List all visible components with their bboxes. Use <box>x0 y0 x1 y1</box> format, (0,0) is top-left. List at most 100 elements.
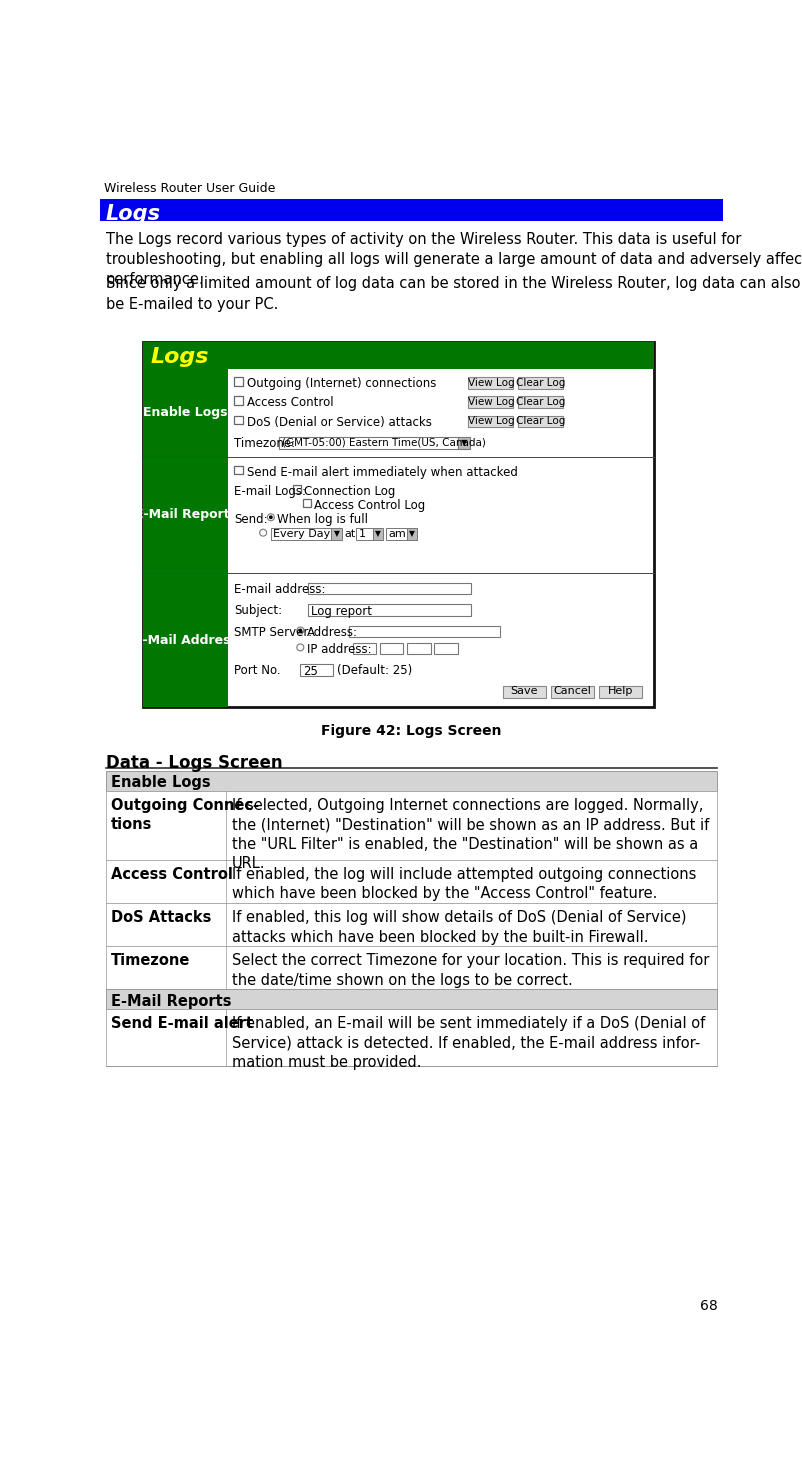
Text: Subject:: Subject: <box>234 605 282 617</box>
Text: Connection Log: Connection Log <box>304 484 395 498</box>
Text: Access Control Log: Access Control Log <box>314 499 425 512</box>
Text: E-mail address:: E-mail address: <box>234 583 326 596</box>
Text: ▼: ▼ <box>408 528 415 537</box>
Bar <box>308 583 470 595</box>
Bar <box>302 499 311 508</box>
Bar <box>468 377 512 389</box>
Text: Send E-mail alert immediately when attacked: Send E-mail alert immediately when attac… <box>246 465 517 479</box>
Bar <box>106 1010 716 1066</box>
Bar <box>355 528 373 540</box>
Bar <box>270 528 331 540</box>
Bar <box>106 947 716 989</box>
Text: SMTP Server:: SMTP Server: <box>234 625 312 639</box>
Circle shape <box>267 514 274 521</box>
Text: ▼: ▼ <box>334 528 339 537</box>
Text: Every Day: Every Day <box>273 528 330 539</box>
Text: 68: 68 <box>699 1299 716 1312</box>
Bar <box>503 686 545 699</box>
Bar <box>349 625 500 637</box>
Text: Access Control: Access Control <box>111 866 233 882</box>
Text: View Log: View Log <box>467 396 513 407</box>
Text: Select the correct Timezone for your location. This is required for
the date/tim: Select the correct Timezone for your loc… <box>232 953 709 988</box>
Bar <box>143 368 228 708</box>
Text: Clear Log: Clear Log <box>515 396 565 407</box>
Bar <box>407 643 430 655</box>
Text: Log report: Log report <box>311 605 371 618</box>
Bar <box>234 377 243 386</box>
Text: Timezone: Timezone <box>111 953 190 967</box>
Text: IP address:: IP address: <box>306 643 371 656</box>
Circle shape <box>297 627 303 634</box>
Text: Outgoing Connec-
tions: Outgoing Connec- tions <box>111 797 259 832</box>
Bar <box>106 860 716 903</box>
Text: Clear Log: Clear Log <box>515 377 565 388</box>
Bar <box>331 528 342 540</box>
Bar <box>143 342 654 368</box>
Text: Address:: Address: <box>306 625 357 639</box>
Circle shape <box>297 644 303 650</box>
Bar <box>100 200 722 220</box>
Text: Help: Help <box>607 687 632 696</box>
Text: 25: 25 <box>302 665 317 678</box>
Text: Send E-mail alert: Send E-mail alert <box>111 1016 253 1031</box>
Text: Cancel: Cancel <box>553 687 590 696</box>
Text: If enabled, an E-mail will be sent immediately if a DoS (Denial of
Service) atta: If enabled, an E-mail will be sent immed… <box>232 1016 704 1070</box>
Text: Figure 42: Logs Screen: Figure 42: Logs Screen <box>321 724 500 738</box>
Bar <box>517 377 562 389</box>
Text: Send:: Send: <box>234 512 268 526</box>
Bar <box>551 686 593 699</box>
Text: E-mail Logs:: E-mail Logs: <box>234 484 306 498</box>
Bar <box>407 528 417 540</box>
Text: at: at <box>344 528 355 539</box>
Text: Enable Logs: Enable Logs <box>144 407 228 420</box>
Text: Access Control: Access Control <box>246 396 333 410</box>
Text: ▼: ▼ <box>375 528 380 537</box>
Bar <box>385 528 407 540</box>
Circle shape <box>269 515 273 520</box>
Text: The Logs record various types of activity on the Wireless Router. This data is u: The Logs record various types of activit… <box>106 232 802 288</box>
Bar <box>517 415 562 427</box>
Bar <box>300 665 333 675</box>
Text: Port No.: Port No. <box>234 665 281 677</box>
Bar <box>106 791 716 860</box>
Bar <box>279 437 457 449</box>
Text: am: am <box>387 528 405 539</box>
Text: Data - Logs Screen: Data - Logs Screen <box>106 753 282 772</box>
Bar <box>106 989 716 1010</box>
Bar <box>234 465 243 474</box>
Text: (Default: 25): (Default: 25) <box>336 665 411 677</box>
Circle shape <box>298 628 302 633</box>
Bar <box>353 643 376 655</box>
Bar <box>434 643 457 655</box>
Bar <box>234 396 243 405</box>
Bar <box>468 415 512 427</box>
Text: Wireless Router User Guide: Wireless Router User Guide <box>104 182 275 195</box>
Text: If enabled, this log will show details of DoS (Denial of Service)
attacks which : If enabled, this log will show details o… <box>232 910 686 944</box>
Text: Save: Save <box>510 687 537 696</box>
Text: Clear Log: Clear Log <box>515 415 565 426</box>
Text: E-Mail Reports: E-Mail Reports <box>135 508 237 521</box>
Text: Logs: Logs <box>106 204 160 225</box>
Text: If enabled, the log will include attempted outgoing connections
which have been : If enabled, the log will include attempt… <box>232 866 695 901</box>
Bar <box>457 437 469 449</box>
Text: DoS Attacks: DoS Attacks <box>111 910 212 925</box>
Text: 1: 1 <box>358 528 365 539</box>
Text: E-Mail Reports: E-Mail Reports <box>111 994 232 1009</box>
Text: Enable Logs: Enable Logs <box>111 775 211 790</box>
Text: View Log: View Log <box>467 377 513 388</box>
Bar <box>308 605 470 617</box>
Text: When log is full: When log is full <box>277 512 367 526</box>
Bar <box>599 686 642 699</box>
Text: ▼: ▼ <box>460 437 467 448</box>
Bar <box>234 415 243 424</box>
Circle shape <box>259 528 266 536</box>
Text: Since only a limited amount of log data can be stored in the Wireless Router, lo: Since only a limited amount of log data … <box>106 276 800 311</box>
Text: If selected, Outgoing Internet connections are logged. Normally,
the (Internet) : If selected, Outgoing Internet connectio… <box>232 797 708 871</box>
Bar <box>379 643 403 655</box>
Text: View Log: View Log <box>467 415 513 426</box>
Bar <box>468 396 512 408</box>
Text: E-Mail Address: E-Mail Address <box>133 634 237 646</box>
Bar <box>106 903 716 947</box>
Bar <box>373 528 383 540</box>
Bar <box>292 484 301 493</box>
